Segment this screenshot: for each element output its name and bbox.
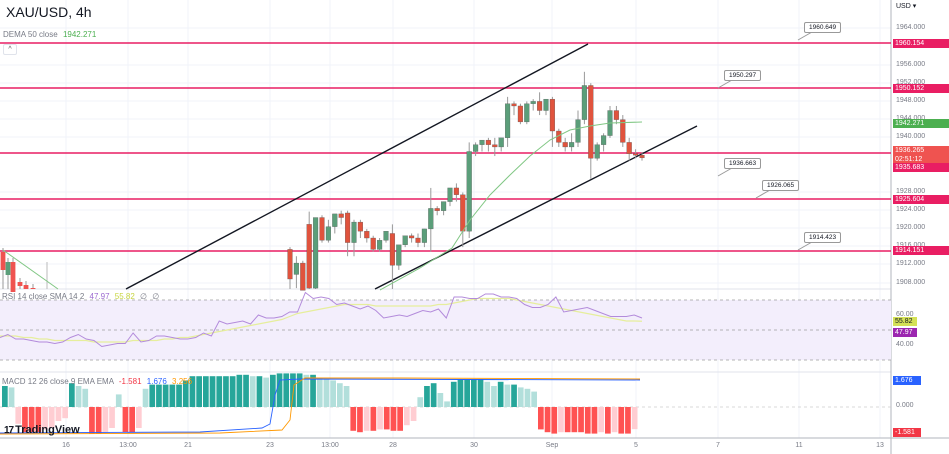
time-axis-label: 30 [470, 442, 478, 449]
macd-line-value: 1.676 [146, 377, 167, 386]
chevron-up-icon[interactable]: ^ [3, 44, 17, 55]
price-axis-label: 1948.000 [896, 97, 926, 104]
tradingview-logo[interactable]: 17 TradingView [4, 424, 80, 436]
macd-legend[interactable]: MACD 12 26 close 9 EMA EMA -1.581 1.676 … [2, 377, 192, 386]
rsi-sma-value: 55.82 [114, 292, 135, 301]
time-axis-label: 5 [634, 442, 638, 449]
rsi-legend[interactable]: RSI 14 close SMA 14 2 47.97 55.82 ∅ ∅ [2, 292, 159, 301]
price-axis-label: 1916.000 [896, 242, 925, 249]
macd-value-tag: 1.676 [893, 376, 921, 385]
rsi-panel[interactable] [0, 291, 891, 361]
price-callout[interactable]: 1936.663 [724, 158, 762, 169]
price-axis-label: 1928.000 [896, 188, 926, 195]
dema-value: 1942.271 [62, 30, 97, 39]
rsi-label: RSI 14 close SMA 14 2 [2, 292, 85, 301]
time-axis-label: 21 [184, 442, 192, 449]
price-tag: 02:51:12 [893, 155, 949, 164]
price-tag: 1950.152 [893, 84, 949, 93]
time-axis-label: 13:00 [321, 442, 339, 449]
time-axis-label: 28 [389, 442, 397, 449]
time-axis-label: 16 [62, 442, 70, 449]
rsi-value: 47.97 [89, 292, 110, 301]
price-axis-label: 1952.000 [896, 79, 926, 86]
price-tag: 1925.604 [893, 195, 949, 204]
price-callout[interactable]: 1926.065 [762, 180, 800, 191]
candlesticks[interactable] [0, 71, 645, 292]
macd-axis-label: 0.000 [896, 402, 914, 409]
price-axis-label: 1944.000 [896, 115, 925, 122]
macd-panel[interactable] [0, 373, 891, 435]
rsi-axis-label: 40.00 [896, 341, 914, 348]
rsi-value-tag: 55.82 [893, 317, 917, 326]
macd-signal-value: 3.256 [172, 377, 193, 386]
price-callout[interactable]: 1914.423 [804, 232, 842, 243]
price-callout[interactable]: 1960.649 [804, 22, 842, 33]
channel-trendlines[interactable] [125, 43, 698, 290]
price-axis-label: 1964.000 [896, 24, 926, 31]
time-axis-label: 23 [266, 442, 274, 449]
symbol-title[interactable]: XAU/USD, 4h [6, 4, 92, 20]
rsi-extra-2: ∅ [152, 292, 160, 301]
price-tag: 1936.265 [893, 146, 949, 155]
tradingview-logo-icon: 17 [4, 425, 14, 436]
price-tag: 1935.683 [893, 163, 949, 172]
price-axis-label: 1924.000 [896, 206, 926, 213]
dema-label: DEMA 50 close [3, 30, 58, 39]
rsi-extra-1: ∅ [140, 292, 147, 301]
macd-histogram-value: -1.581 [118, 377, 142, 386]
price-axis-label: 1956.000 [896, 61, 926, 68]
rsi-axis-label: 60.00 [896, 311, 914, 318]
time-axis-label: 13 [876, 442, 884, 449]
time-axis-label: Sep [545, 442, 559, 449]
dema-line [2, 121, 643, 291]
price-tag: 1942.271 [893, 119, 949, 128]
macd-value-tag: -1.581 [893, 428, 921, 437]
support-resistance-lines[interactable] [0, 42, 891, 252]
chevron-down-icon: ▾ [912, 3, 917, 10]
tradingview-logo-text: TradingView [15, 424, 80, 436]
time-axis-label: 13:00 [119, 442, 137, 449]
dema-legend[interactable]: DEMA 50 close 1942.271 [3, 30, 96, 39]
price-axis-label: 1908.000 [896, 279, 926, 286]
currency-selector[interactable]: USD ▾ [896, 2, 916, 10]
price-axis-label: 1940.000 [896, 133, 926, 140]
currency-label: USD [896, 3, 911, 10]
price-tag: 1914.151 [893, 246, 949, 255]
price-axis-label: 1920.000 [896, 224, 926, 231]
price-axis-label: 1912.000 [896, 260, 926, 267]
price-tag: 1960.154 [893, 39, 949, 48]
macd-label: MACD 12 26 close 9 EMA EMA [2, 377, 114, 386]
time-axis-label: 11 [795, 442, 803, 449]
time-axis-label: 7 [716, 442, 720, 449]
price-callout[interactable]: 1950.297 [724, 70, 762, 81]
rsi-value-tag: 47.97 [893, 328, 917, 337]
